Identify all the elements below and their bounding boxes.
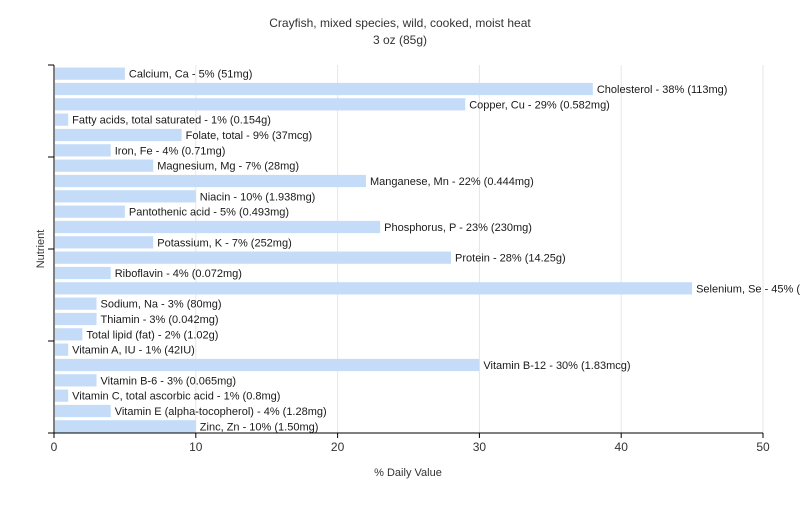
- bar-label: Protein - 28% (14.25g): [455, 253, 566, 265]
- bar-label: Vitamin A, IU - 1% (42IU): [72, 345, 195, 357]
- bar: [55, 358, 480, 372]
- chart-subtitle: 3 oz (85g): [373, 33, 427, 47]
- bar-label: Pantothenic acid - 5% (0.493mg): [129, 207, 289, 219]
- bar-label: Riboflavin - 4% (0.072mg): [115, 268, 242, 280]
- bar-label: Vitamin E (alpha-tocopherol) - 4% (1.28m…: [115, 406, 327, 418]
- bar: [55, 220, 381, 234]
- bar-label: Phosphorus, P - 23% (230mg): [384, 222, 532, 234]
- bar: [55, 159, 154, 172]
- x-tick-label: 10: [189, 440, 203, 454]
- bar: [55, 98, 466, 111]
- bar-label: Vitamin C, total ascorbic acid - 1% (0.8…: [72, 391, 280, 403]
- bar-label: Manganese, Mn - 22% (0.444mg): [370, 176, 534, 188]
- bar-label: Copper, Cu - 29% (0.582mg): [469, 99, 610, 111]
- bar: [55, 236, 154, 249]
- bar: [55, 343, 69, 356]
- bar: [55, 82, 593, 96]
- bar: [55, 374, 97, 387]
- x-tick-label: 30: [473, 440, 487, 454]
- bar: [55, 251, 452, 264]
- y-axis-label: Nutrient: [35, 230, 47, 269]
- grid: [195, 65, 764, 433]
- x-tick-label: 0: [51, 440, 58, 454]
- bar: [55, 389, 69, 402]
- bar: [55, 404, 111, 418]
- bar: [55, 328, 83, 341]
- bar-label: Sodium, Na - 3% (80mg): [101, 299, 222, 311]
- bar-label: Iron, Fe - 4% (0.71mg): [115, 145, 226, 157]
- bar-label: Thiamin - 3% (0.042mg): [101, 314, 219, 326]
- bar-label: Potassium, K - 7% (252mg): [157, 237, 292, 249]
- bar: [55, 312, 97, 326]
- bar-label: Cholesterol - 38% (113mg): [597, 84, 728, 96]
- bar: [55, 113, 69, 126]
- bar: [55, 420, 196, 433]
- bar-label: Fatty acids, total saturated - 1% (0.154…: [72, 115, 271, 127]
- bar-label: Magnesium, Mg - 7% (28mg): [157, 161, 299, 173]
- bar-label: Calcium, Ca - 5% (51mg): [129, 69, 252, 81]
- bar-label: Niacin - 10% (1.938mg): [200, 191, 316, 203]
- bar-label: Vitamin B-6 - 3% (0.065mg): [101, 375, 237, 387]
- bar-label: Vitamin B-12 - 30% (1.83mcg): [483, 360, 630, 372]
- bar: [55, 297, 97, 310]
- bar: [55, 282, 693, 295]
- bar: [55, 174, 366, 188]
- bar-label: Total lipid (fat) - 2% (1.02g): [86, 329, 218, 341]
- x-tick-label: 50: [756, 440, 770, 454]
- bar-label: Zinc, Zn - 10% (1.50mg): [200, 421, 319, 433]
- bar: [55, 67, 125, 80]
- x-tick-label: 40: [615, 440, 629, 454]
- x-tick-label: 20: [331, 440, 345, 454]
- bar-label: Selenium, Se - 45% (31.2mcg): [696, 283, 800, 295]
- bar: [55, 128, 182, 142]
- bar: [55, 190, 196, 203]
- axes: 0 10 20 30 40 50: [48, 64, 770, 454]
- chart-title: Crayfish, mixed species, wild, cooked, m…: [269, 16, 531, 30]
- bar-label: Folate, total - 9% (37mcg): [186, 130, 313, 142]
- bars: Calcium, Ca - 5% (51mg) Cholesterol - 38%…: [55, 67, 800, 433]
- bar: [55, 144, 111, 157]
- bar: [55, 205, 125, 218]
- x-axis-label: % Daily Value: [374, 467, 442, 479]
- bar: [55, 266, 111, 280]
